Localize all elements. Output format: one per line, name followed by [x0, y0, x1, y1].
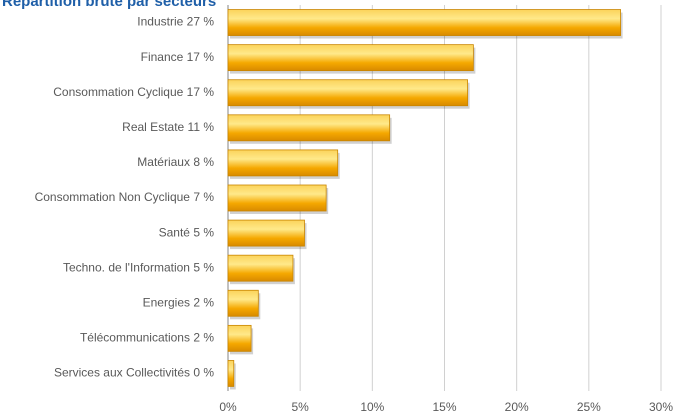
x-tick-label: 20%: [505, 400, 529, 414]
x-tick-label: 25%: [577, 400, 601, 414]
x-tick-label: 30%: [649, 400, 673, 414]
y-tick-label: Matériaux 8 %: [137, 155, 214, 169]
x-tick-label: 15%: [432, 400, 456, 414]
x-tick-label: 5%: [291, 400, 309, 414]
y-tick-label: Services aux Collectivités 0 %: [54, 366, 214, 380]
y-tick-label: Consommation Cyclique 17 %: [53, 85, 214, 99]
y-tick-label: Santé 5 %: [159, 225, 215, 239]
y-tick-label: Real Estate 11 %: [122, 120, 214, 134]
bar: [227, 44, 474, 72]
bar: [227, 114, 391, 142]
y-tick-label: Finance 17 %: [141, 50, 215, 64]
y-tick-label: Energies 2 %: [143, 295, 215, 309]
bar: [227, 79, 468, 107]
bar: [227, 9, 621, 36]
y-tick-label: Techno. de l'Information 5 %: [63, 260, 214, 274]
bar: [227, 219, 305, 247]
bar: [227, 184, 327, 212]
bar: [227, 254, 294, 282]
chart-title: Répartition brute par secteurs: [2, 0, 216, 10]
x-tick-label: 0%: [219, 400, 237, 414]
bar: [227, 149, 339, 177]
bar: [227, 289, 259, 317]
bar: [227, 360, 235, 387]
y-tick-label: Télécommunications 2 %: [80, 331, 214, 345]
x-tick-label: 10%: [360, 400, 384, 414]
y-tick-label: Industrie 27 %: [137, 15, 214, 29]
y-tick-label: Consommation Non Cyclique 7 %: [35, 190, 215, 204]
bar: [227, 324, 252, 352]
